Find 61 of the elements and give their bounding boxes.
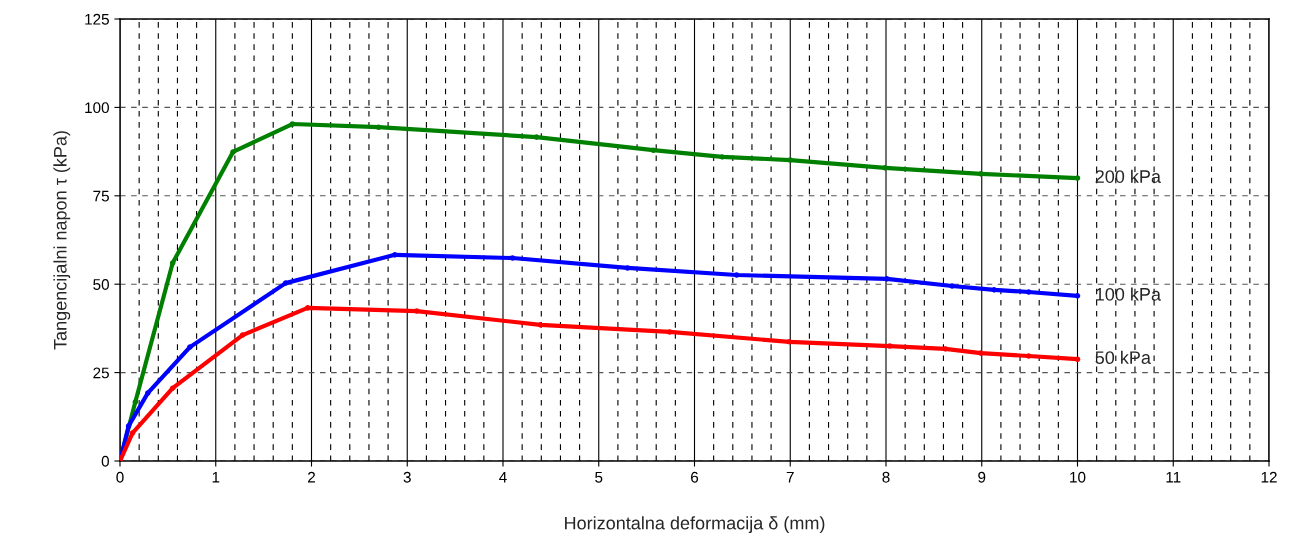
point	[887, 343, 893, 349]
point	[169, 385, 176, 391]
y-tick-label: 25	[93, 367, 109, 379]
point	[169, 260, 176, 266]
x-axis-title: Horizontalna deformacija δ (mm)	[565, 516, 825, 534]
x-tick-label: 8	[882, 471, 890, 483]
point	[239, 332, 246, 338]
point	[786, 339, 793, 345]
x-tick-label: 2	[308, 471, 315, 483]
x-tick-label: 7	[786, 471, 794, 483]
point	[978, 350, 984, 356]
series-label: 200 kPa	[1095, 169, 1161, 183]
y-tick-label: 100	[85, 102, 109, 114]
x-tick-label: 3	[403, 471, 411, 483]
point	[1074, 175, 1081, 181]
point	[375, 124, 382, 130]
x-tick-label: 12	[1261, 471, 1277, 483]
point	[666, 329, 673, 335]
point	[537, 322, 544, 328]
point	[942, 346, 949, 352]
point	[624, 265, 631, 271]
point	[304, 305, 311, 311]
point	[882, 165, 888, 171]
y-tick-label: 125	[85, 13, 109, 25]
point	[129, 430, 136, 436]
point	[787, 157, 794, 163]
point	[733, 272, 740, 278]
x-tick-label: 9	[978, 471, 986, 483]
y-axis-title: Tangencijalni napon τ (kPa)	[53, 131, 71, 350]
point	[650, 147, 657, 153]
point	[884, 276, 890, 282]
point	[978, 171, 984, 177]
point	[991, 287, 997, 293]
x-tick-label: 10	[1070, 471, 1086, 483]
point	[509, 255, 516, 261]
series-label: 100 kPa	[1096, 287, 1161, 301]
point	[282, 280, 289, 286]
x-tick-label: 1	[212, 471, 220, 483]
x-tick-label: 5	[595, 471, 603, 483]
point	[1025, 289, 1032, 295]
x-tick-label: 4	[499, 471, 507, 483]
point	[949, 283, 955, 289]
y-tick-label: 0	[101, 455, 109, 467]
x-tick-label: 6	[691, 471, 699, 483]
point	[230, 149, 236, 155]
x-tick-label: 0	[116, 471, 124, 483]
point	[1025, 353, 1032, 359]
point	[144, 390, 151, 396]
point	[132, 399, 139, 405]
point	[125, 423, 132, 429]
x-tick-label: 11	[1166, 471, 1181, 483]
y-tick-label: 50	[93, 279, 109, 290]
y-tick-label: 75	[93, 190, 109, 202]
point	[414, 308, 420, 314]
point	[289, 121, 296, 127]
point	[187, 344, 193, 350]
point	[1074, 356, 1081, 362]
point	[1074, 293, 1081, 299]
point	[533, 134, 540, 140]
point	[392, 252, 398, 258]
series-label: 50 kPa	[1095, 350, 1151, 365]
